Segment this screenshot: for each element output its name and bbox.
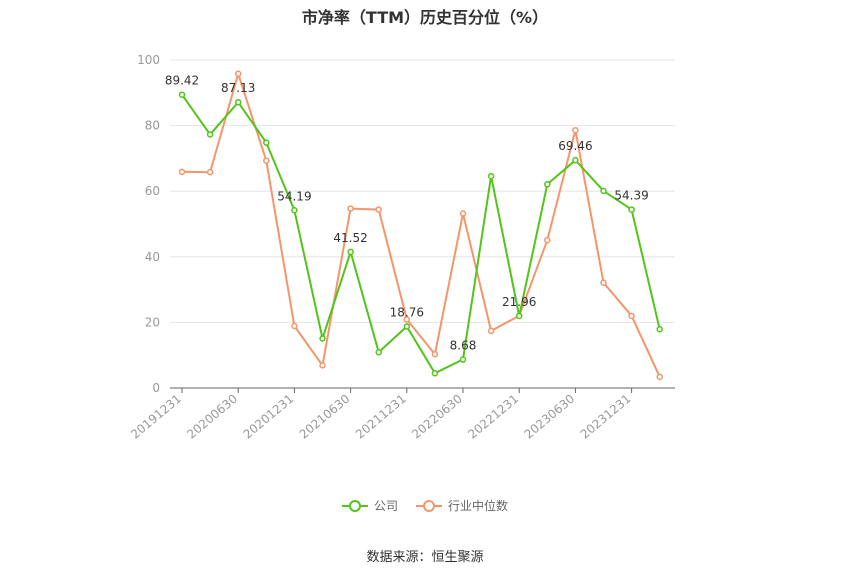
data-point — [403, 316, 411, 323]
data-point — [459, 210, 467, 217]
legend-label-company: 公司 — [373, 499, 398, 513]
data-point — [572, 156, 579, 164]
data-source: 数据来源：恒生聚源 — [366, 550, 484, 565]
x-tick-label: 20221231 — [465, 392, 521, 442]
data-point — [431, 369, 439, 377]
y-tick-label: 80 — [145, 119, 160, 133]
chart-title: 市净率（TTM）历史百分位（%） — [301, 8, 549, 27]
legend-swatch-industry-icon — [416, 499, 442, 512]
data-label: 21.96 — [502, 295, 536, 309]
x-tick-label: 20200630 — [184, 392, 240, 442]
data-point — [600, 279, 607, 286]
data-point — [544, 181, 551, 188]
y-axis-ticks: 0 20 40 60 80 100 — [137, 53, 160, 395]
legend-item-company[interactable]: 公司 — [341, 497, 398, 514]
x-axis: 20191231 20200630 20201231 20210630 20211231… — [128, 387, 675, 442]
data-point — [431, 350, 439, 358]
data-point — [375, 348, 382, 356]
data-point — [375, 206, 382, 213]
data-labels: 89.42 87.13 54.19 41.52 18.76 8.68 21.96 69.46 5… — [165, 74, 649, 353]
x-tick-label: 20211231 — [353, 392, 409, 442]
data-point — [206, 168, 214, 176]
x-tick-label: 20230630 — [522, 392, 578, 442]
data-point — [572, 126, 579, 134]
data-point — [600, 187, 607, 195]
data-point — [459, 356, 467, 363]
data-point — [544, 236, 551, 244]
x-tick-label: 20201231 — [241, 392, 297, 442]
data-point — [319, 362, 326, 369]
data-label: 41.52 — [333, 231, 367, 245]
data-point — [234, 70, 242, 78]
data-point — [628, 312, 635, 320]
legend-item-industry-median[interactable]: 行业中位数 — [416, 497, 508, 514]
series-lines — [178, 70, 663, 381]
data-point — [628, 206, 635, 213]
series-line-company — [181, 94, 661, 375]
data-label: 8.68 — [450, 339, 477, 353]
data-label: 18.76 — [390, 305, 424, 319]
legend: 公司 行业中位数 — [0, 497, 850, 514]
data-point — [291, 207, 298, 214]
data-point — [263, 139, 270, 146]
data-point — [403, 323, 411, 330]
data-point — [656, 326, 663, 333]
data-label: 54.39 — [614, 189, 648, 203]
y-tick-label: 40 — [145, 250, 160, 264]
x-tick-label: 20191231 — [128, 392, 184, 442]
legend-swatch-company-icon — [341, 499, 368, 512]
data-point — [234, 98, 242, 106]
series-line-industry-median — [181, 70, 661, 378]
y-tick-label: 0 — [152, 381, 160, 395]
data-point — [319, 335, 326, 342]
data-point — [263, 157, 270, 164]
x-tick-label: 20231231 — [578, 392, 634, 442]
data-point — [487, 172, 495, 180]
x-tick-label: 20210630 — [297, 392, 353, 442]
data-label: 87.13 — [221, 81, 255, 95]
data-point — [178, 168, 186, 176]
grid-lines — [170, 59, 675, 323]
data-point — [206, 131, 214, 138]
x-tick-label: 20220630 — [409, 392, 465, 442]
data-point — [347, 248, 354, 256]
data-point — [291, 322, 298, 330]
data-point — [178, 91, 186, 98]
data-label: 54.19 — [277, 189, 311, 203]
data-point — [656, 373, 663, 381]
data-point — [515, 312, 523, 320]
data-label: 89.42 — [165, 74, 199, 88]
legend-label-industry-median: 行业中位数 — [448, 499, 509, 513]
y-tick-label: 20 — [145, 315, 160, 329]
y-tick-label: 100 — [137, 53, 160, 67]
data-point — [487, 327, 495, 335]
data-point — [347, 205, 354, 212]
data-label: 69.46 — [558, 139, 592, 153]
y-tick-label: 60 — [145, 184, 160, 198]
